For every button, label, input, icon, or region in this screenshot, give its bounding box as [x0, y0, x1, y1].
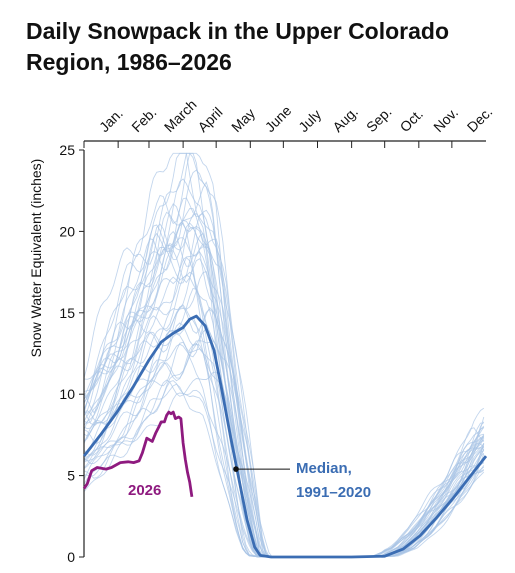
y-tick-label: 20 [59, 223, 75, 239]
month-tick-label: Jan. [96, 105, 126, 135]
y-tick-label: 10 [59, 386, 75, 402]
chart-title: Daily Snowpack in the Upper Colorado Reg… [26, 18, 450, 75]
month-tick-label: Dec. [464, 103, 496, 135]
historical-year-line [83, 256, 485, 558]
median-series-line [82, 314, 488, 559]
series-2026-line [82, 410, 194, 498]
y-tick-label: 5 [67, 468, 75, 484]
month-tick-label: March [161, 96, 200, 135]
annotation-layer: Median, 1991–2020 2026 [128, 460, 371, 501]
y-axis-label: Snow Water Equivalent (inches) [28, 159, 44, 358]
month-tick-label: June [262, 102, 295, 135]
month-tick-label: Feb. [128, 104, 159, 135]
median-annotation-label: Median, [296, 460, 352, 477]
month-tick-label: Nov. [430, 104, 461, 135]
month-tick-label: July [295, 106, 324, 135]
y-tick-label: 15 [59, 305, 75, 321]
series-2026-label: 2026 [128, 482, 161, 499]
month-tick-label: May [228, 105, 258, 135]
historical-year-line [83, 208, 485, 558]
y-tick-label: 25 [59, 142, 75, 158]
median-annotation-period: 1991–2020 [296, 484, 371, 501]
month-tick-label: April [194, 104, 225, 135]
month-tick-label: Sep. [363, 103, 395, 135]
series-layer [82, 314, 488, 559]
month-tick-label: Aug. [329, 103, 361, 135]
y-tick-label: 0 [67, 549, 75, 565]
month-tick-label: Oct. [397, 106, 426, 135]
